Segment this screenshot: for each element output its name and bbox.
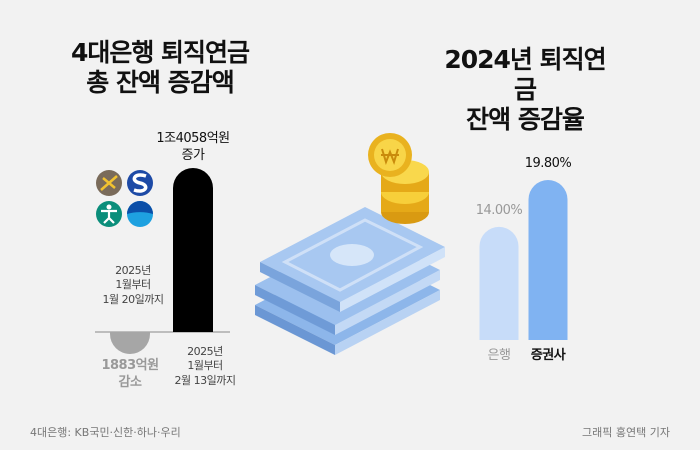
period-label: 2025년 1월부터 2월 13일까지 xyxy=(174,345,236,387)
bar xyxy=(479,226,519,340)
value-label: 19.80% xyxy=(524,156,572,171)
bar xyxy=(528,180,568,340)
chart-title: 4대은행 퇴직연금 총 잔액 증감액 xyxy=(70,38,250,97)
x-tick-label: 은행 xyxy=(487,348,511,363)
value-label: 1조4058억원 증가 xyxy=(156,131,230,163)
bar xyxy=(110,332,150,354)
bank-logos xyxy=(96,170,153,227)
footer-note: 4대은행: KB국민·신한·하나·우리 xyxy=(30,426,181,439)
footer-credit: 그래픽 홍연택 기자 xyxy=(582,426,670,439)
value-label: 1883억원 감소 xyxy=(101,358,159,390)
x-tick-label: 증권사 xyxy=(530,348,566,363)
bar xyxy=(173,168,213,332)
value-label: 14.00% xyxy=(475,202,523,218)
money-illustration xyxy=(255,133,445,355)
chart-title: 2024년 퇴직연금 잔액 증감율 xyxy=(444,45,606,134)
period-label: 2025년 1월부터 1월 20일까지 xyxy=(102,264,164,306)
